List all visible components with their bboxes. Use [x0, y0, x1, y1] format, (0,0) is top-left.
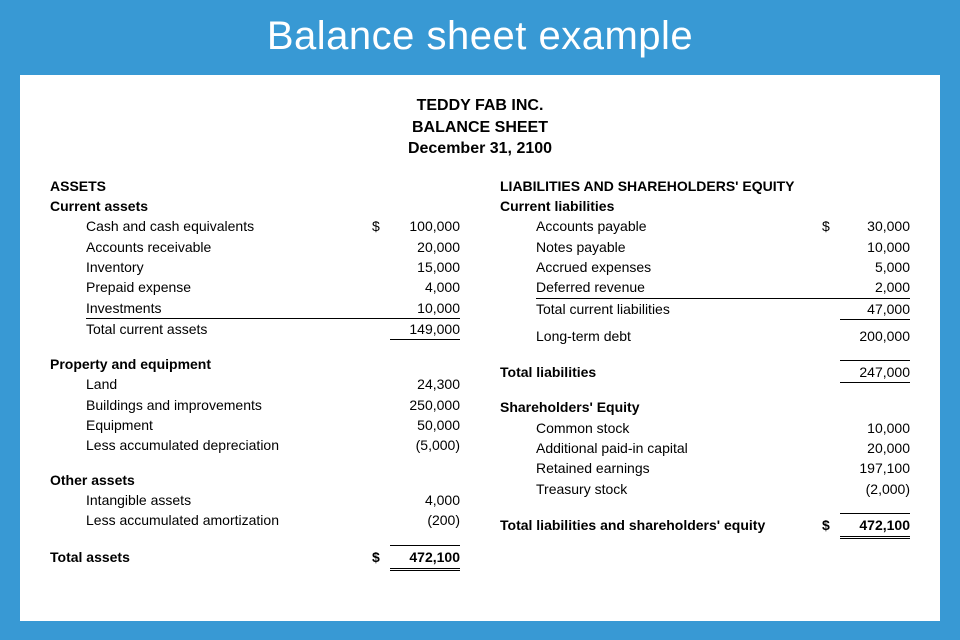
line-item: Cash and cash equivalents $ 100,000 [50, 216, 460, 236]
line-value: 10,000 [390, 298, 460, 318]
line-item: Prepaid expense 4,000 [50, 277, 460, 297]
liabilities-heading: LIABILITIES AND SHAREHOLDERS' EQUITY [500, 176, 910, 196]
currency-symbol: $ [822, 515, 840, 535]
ppe-heading: Property and equipment [50, 354, 460, 374]
line-label: Retained earnings [500, 458, 822, 478]
subtotal-value: 149,000 [390, 319, 460, 340]
line-item: Land 24,300 [50, 374, 460, 394]
line-label: Additional paid-in capital [500, 438, 822, 458]
line-label: Prepaid expense [50, 277, 372, 297]
line-label: Investments [50, 298, 372, 318]
line-value: (2,000) [840, 479, 910, 499]
current-liabilities-heading: Current liabilities [500, 196, 910, 216]
line-value: 100,000 [390, 216, 460, 236]
total-liabilities-value: 247,000 [840, 360, 910, 383]
liabilities-column: LIABILITIES AND SHAREHOLDERS' EQUITY Cur… [500, 174, 910, 571]
total-liab-equity-row: Total liabilities and shareholders' equi… [500, 513, 910, 539]
other-assets-heading: Other assets [50, 470, 460, 490]
line-value: 5,000 [840, 257, 910, 277]
line-value: 10,000 [840, 237, 910, 257]
line-item: Intangible assets 4,000 [50, 490, 460, 510]
sheet-date: December 31, 2100 [50, 138, 910, 160]
line-label: Intangible assets [50, 490, 372, 510]
subtotal-label: Total current assets [50, 319, 372, 339]
equity-heading: Shareholders' Equity [500, 397, 910, 417]
assets-heading: ASSETS [50, 176, 460, 196]
currency-symbol: $ [372, 547, 390, 567]
line-label: Long-term debt [500, 326, 822, 346]
sheet-header: TEDDY FAB INC. BALANCE SHEET December 31… [50, 95, 910, 160]
line-value: 2,000 [840, 277, 910, 297]
line-item: Buildings and improvements 250,000 [50, 395, 460, 415]
line-label: Less accumulated depreciation [50, 435, 372, 455]
currency-symbol: $ [372, 216, 390, 236]
line-label: Treasury stock [500, 479, 822, 499]
line-item: Accounts payable $ 30,000 [500, 216, 910, 236]
assets-column: ASSETS Current assets Cash and cash equi… [50, 174, 460, 571]
subtotal-label: Total current liabilities [500, 299, 822, 319]
currency-symbol: $ [822, 216, 840, 236]
line-value: 15,000 [390, 257, 460, 277]
total-liabilities-row: Total liabilities 247,000 [500, 360, 910, 383]
line-item: Less accumulated amortization (200) [50, 510, 460, 530]
line-value: 24,300 [390, 374, 460, 394]
line-value: (200) [390, 510, 460, 530]
subtotal-row: Total current liabilities 47,000 [500, 299, 910, 320]
line-item: Inventory 15,000 [50, 257, 460, 277]
line-item: Common stock 10,000 [500, 418, 910, 438]
line-item: Equipment 50,000 [50, 415, 460, 435]
line-item: Additional paid-in capital 20,000 [500, 438, 910, 458]
line-item: Treasury stock (2,000) [500, 479, 910, 499]
line-value: (5,000) [390, 435, 460, 455]
line-value: 250,000 [390, 395, 460, 415]
line-value: 10,000 [840, 418, 910, 438]
line-item: Notes payable 10,000 [500, 237, 910, 257]
line-value: 200,000 [840, 326, 910, 346]
banner-title: Balance sheet example [0, 0, 960, 75]
line-label: Accounts receivable [50, 237, 372, 257]
line-value: 4,000 [390, 490, 460, 510]
total-liab-equity-label: Total liabilities and shareholders' equi… [500, 515, 822, 535]
line-value: 50,000 [390, 415, 460, 435]
line-value: 30,000 [840, 216, 910, 236]
line-label: Notes payable [500, 237, 822, 257]
columns: ASSETS Current assets Cash and cash equi… [50, 174, 910, 571]
line-label: Buildings and improvements [50, 395, 372, 415]
current-assets-heading: Current assets [50, 196, 460, 216]
line-value: 20,000 [840, 438, 910, 458]
subtotal-row: Total current assets 149,000 [50, 319, 460, 340]
balance-sheet: TEDDY FAB INC. BALANCE SHEET December 31… [20, 75, 940, 621]
line-item: Less accumulated depreciation (5,000) [50, 435, 460, 455]
line-label: Land [50, 374, 372, 394]
section-rule: Investments 10,000 [86, 298, 460, 319]
line-value: 197,100 [840, 458, 910, 478]
line-label: Less accumulated amortization [50, 510, 372, 530]
line-value: 4,000 [390, 277, 460, 297]
company-name: TEDDY FAB INC. [50, 95, 910, 117]
section-rule: Deferred revenue 2,000 [536, 277, 910, 298]
line-item: Accounts receivable 20,000 [50, 237, 460, 257]
line-label: Cash and cash equivalents [50, 216, 372, 236]
sheet-title: BALANCE SHEET [50, 117, 910, 139]
subtotal-value: 47,000 [840, 299, 910, 320]
line-item: Retained earnings 197,100 [500, 458, 910, 478]
total-assets-value: 472,100 [390, 545, 460, 571]
total-liab-equity-value: 472,100 [840, 513, 910, 539]
line-item: Long-term debt 200,000 [500, 326, 910, 346]
line-label: Deferred revenue [500, 277, 822, 297]
total-liabilities-label: Total liabilities [500, 362, 822, 382]
line-label: Accounts payable [500, 216, 822, 236]
total-assets-label: Total assets [50, 547, 372, 567]
line-label: Common stock [500, 418, 822, 438]
line-value: 20,000 [390, 237, 460, 257]
line-item: Accrued expenses 5,000 [500, 257, 910, 277]
total-assets-row: Total assets $ 472,100 [50, 545, 460, 571]
line-label: Equipment [50, 415, 372, 435]
line-label: Inventory [50, 257, 372, 277]
line-label: Accrued expenses [500, 257, 822, 277]
